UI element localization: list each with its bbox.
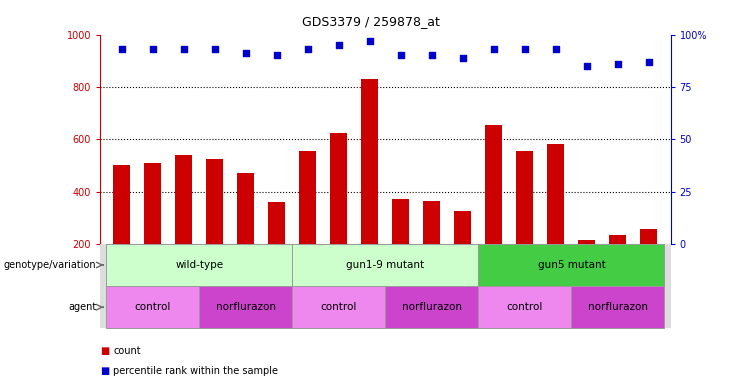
Text: wild-type: wild-type <box>175 260 223 270</box>
Bar <box>385 286 479 328</box>
Point <box>519 46 531 52</box>
Text: agent: agent <box>68 302 96 312</box>
Point <box>581 63 593 69</box>
Point <box>147 46 159 52</box>
Text: genotype/variation: genotype/variation <box>4 260 96 270</box>
Bar <box>485 125 502 296</box>
Point <box>116 46 127 52</box>
Bar <box>479 286 571 328</box>
Text: norflurazon: norflurazon <box>588 302 648 312</box>
Point <box>302 46 313 52</box>
Point <box>178 46 190 52</box>
Bar <box>199 286 292 328</box>
Point <box>364 38 376 44</box>
Point <box>240 50 252 56</box>
Bar <box>330 132 348 296</box>
Bar <box>299 151 316 296</box>
Bar <box>571 286 665 328</box>
Point <box>333 42 345 48</box>
Text: ■: ■ <box>100 346 109 356</box>
Text: gun1-9 mutant: gun1-9 mutant <box>346 260 425 270</box>
Bar <box>292 244 479 286</box>
Bar <box>175 155 192 296</box>
Bar <box>548 144 565 296</box>
Bar <box>206 159 223 296</box>
Bar <box>106 286 199 328</box>
Text: control: control <box>321 302 357 312</box>
Text: control: control <box>135 302 171 312</box>
Text: norflurazon: norflurazon <box>402 302 462 312</box>
Point <box>271 53 283 59</box>
Bar <box>516 151 534 296</box>
Bar <box>579 240 596 296</box>
Text: count: count <box>113 346 141 356</box>
Bar <box>237 173 254 296</box>
Point <box>550 46 562 52</box>
Bar <box>144 163 162 296</box>
Bar <box>423 201 440 296</box>
Bar <box>479 244 665 286</box>
Bar <box>392 199 409 296</box>
Bar <box>609 235 626 296</box>
Text: percentile rank within the sample: percentile rank within the sample <box>113 366 279 376</box>
Bar <box>292 286 385 328</box>
Point <box>488 46 499 52</box>
Point <box>612 61 624 67</box>
Point <box>209 46 221 52</box>
Text: norflurazon: norflurazon <box>216 302 276 312</box>
Point <box>426 53 438 59</box>
Bar <box>106 244 292 286</box>
Text: GDS3379 / 259878_at: GDS3379 / 259878_at <box>302 15 439 28</box>
Text: control: control <box>507 302 543 312</box>
Point <box>395 53 407 59</box>
Bar <box>454 211 471 296</box>
Point <box>457 55 469 61</box>
Point <box>643 59 655 65</box>
Text: gun5 mutant: gun5 mutant <box>537 260 605 270</box>
Bar <box>362 79 379 296</box>
Bar <box>640 230 657 296</box>
Bar <box>268 202 285 296</box>
Text: ■: ■ <box>100 366 109 376</box>
Bar <box>113 166 130 296</box>
